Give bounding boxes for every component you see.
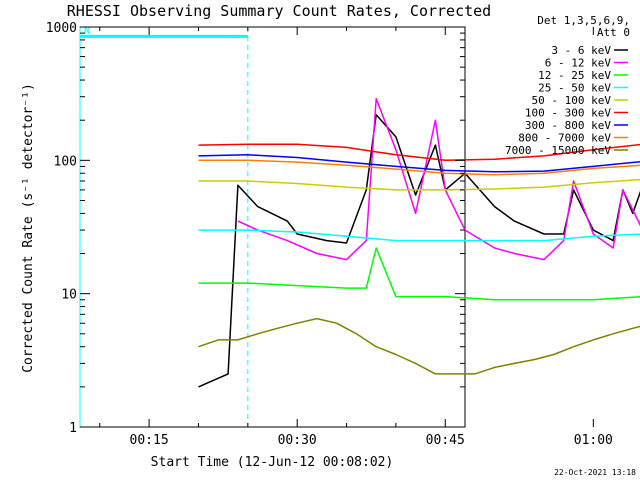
y-axis: 1 10 100 1000 — [46, 21, 465, 436]
x-tick-label: 01:00 — [574, 433, 613, 448]
series-line-0 — [198, 113, 640, 388]
series-line-4 — [198, 178, 640, 191]
legend-label: 25 - 50 keV — [538, 82, 611, 95]
series-line-8 — [198, 317, 640, 375]
y-tick-label: 10 — [61, 288, 77, 303]
plot-frame — [79, 26, 466, 428]
series-line-5 — [198, 143, 640, 162]
legend-label: 300 - 800 keV — [525, 119, 611, 132]
series-line-2 — [198, 247, 640, 301]
series-line-1 — [237, 97, 640, 261]
flags: NS — [80, 25, 248, 38]
legend-label: 50 - 100 keV — [532, 94, 612, 107]
vertical-markers — [79, 27, 249, 427]
x-axis-label: Start Time (12-Jun-12 00:08:02) — [151, 455, 394, 470]
x-tick-label: 00:15 — [130, 433, 169, 448]
series-line-6 — [198, 154, 640, 173]
legend-label: 6 - 12 keV — [545, 57, 612, 70]
flag-label: N — [84, 25, 90, 36]
x-tick-label: 00:45 — [426, 433, 465, 448]
chart-title: RHESSI Observing Summary Count Rates, Co… — [67, 2, 491, 20]
legend-label: 100 - 300 keV — [525, 107, 611, 120]
series-lines — [198, 97, 640, 388]
x-tick-label: 00:30 — [278, 433, 317, 448]
y-tick-label: 100 — [54, 154, 77, 169]
legend-header: Det 1,3,5,6,9, — [537, 14, 630, 27]
legend-header: Att 0 — [597, 26, 630, 39]
plot-area: NS — [79, 25, 640, 428]
y-tick-label: 1 — [69, 421, 77, 436]
legend-label: 7000 - 15000 keV — [505, 144, 611, 157]
y-axis-label: Corrected Count Rate (s⁻¹ detector⁻¹) — [21, 83, 36, 373]
legend-label: 12 - 25 keV — [538, 69, 611, 82]
series-line-3 — [198, 229, 640, 242]
legend-label: 3 - 6 keV — [551, 44, 611, 57]
footer-date: 22-Oct-2021 13:18 — [554, 468, 636, 477]
legend-label: 800 - 7000 keV — [518, 132, 611, 145]
series-line-7 — [198, 159, 640, 176]
y-tick-label: 1000 — [46, 21, 77, 36]
